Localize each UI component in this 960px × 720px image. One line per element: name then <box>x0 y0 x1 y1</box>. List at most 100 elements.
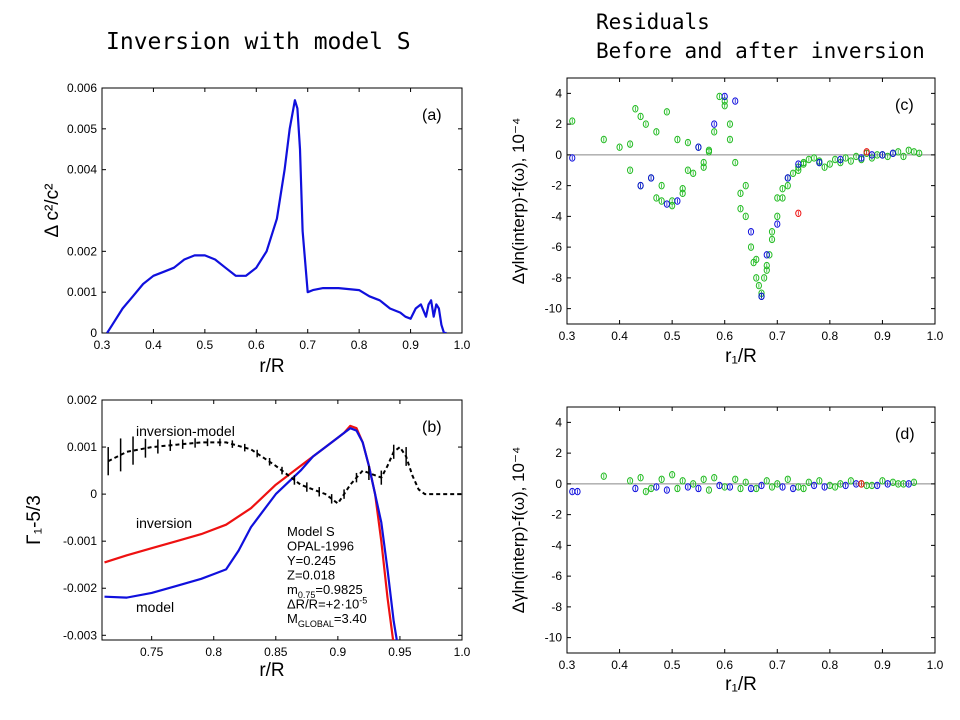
data-point <box>705 148 713 156</box>
y-tick-label: -0.002 <box>63 581 97 595</box>
y-tick-label: -0.001 <box>63 534 97 548</box>
y-tick-label: -6 <box>551 569 562 583</box>
x-tick-label: 0.6 <box>716 329 733 343</box>
data-point <box>795 160 802 168</box>
x-tick-label: 0.3 <box>559 329 576 343</box>
data-point <box>690 169 697 178</box>
x-tick-label: 0.7 <box>299 338 316 352</box>
data-point <box>784 181 791 190</box>
annotation-inversion: inversion <box>136 515 192 531</box>
data-point <box>858 480 865 488</box>
data-point <box>732 97 739 105</box>
y-tick-label: 0.006 <box>67 81 97 95</box>
data-point <box>832 483 839 491</box>
y-tick-label: -0.003 <box>63 628 97 642</box>
x-tick-label: 0.4 <box>611 329 628 343</box>
data-point <box>711 128 718 136</box>
data-point <box>642 120 649 128</box>
data-point <box>690 480 697 488</box>
data-point <box>747 228 755 236</box>
annotation-param: m0.75=0.9825 <box>287 582 363 600</box>
data-point <box>737 189 744 198</box>
data-point <box>763 477 770 485</box>
data-point <box>810 154 818 162</box>
chart-panel-a: 0.3 0.4 0.5 0.6 0.7 0.8 0.9 1.0 0 0.001 0.002 0.004… <box>42 81 471 377</box>
data-point <box>695 484 702 493</box>
data-point <box>810 481 818 490</box>
y-tick-label: -6 <box>551 240 562 254</box>
data-point <box>569 154 576 162</box>
x-tick-label: 1.0 <box>927 329 944 343</box>
data-point <box>758 292 765 301</box>
y-tick-label: 4 <box>555 86 562 100</box>
data-point <box>900 152 907 161</box>
data-point <box>905 146 912 154</box>
data-point <box>674 197 681 205</box>
x-tick-label: 0.3 <box>94 338 111 352</box>
data-point <box>632 105 639 113</box>
data-point <box>779 483 786 491</box>
y-tick-label: -10 <box>545 302 563 316</box>
data-point <box>674 135 681 144</box>
y-tick-label: -2 <box>551 179 562 193</box>
x-tick-label: 0.8 <box>205 645 222 659</box>
x-axis-label: r₁/R <box>725 674 757 695</box>
y-tick-label: 2 <box>555 446 562 460</box>
y-tick-label: 0.005 <box>67 122 97 136</box>
data-point <box>663 486 670 494</box>
data-point <box>826 160 833 168</box>
data-point <box>889 149 897 158</box>
x-tick-label: 0.8 <box>351 338 368 352</box>
data-point <box>784 475 791 483</box>
y-tick-label: 4 <box>555 415 562 429</box>
data-point <box>637 181 644 190</box>
data-point <box>716 481 723 490</box>
annotation-inversion-model: inversion-model <box>136 423 235 439</box>
data-point <box>905 480 912 488</box>
x-tick-label: 0.9 <box>874 658 891 672</box>
x-tick-label: 0.5 <box>664 658 681 672</box>
data-point <box>789 169 797 178</box>
y-tick-label: -4 <box>551 209 562 223</box>
y-tick-label: -8 <box>551 600 562 614</box>
y-tick-label: 0 <box>555 148 562 162</box>
data-point <box>774 480 781 488</box>
data-point <box>679 477 686 485</box>
data-point <box>821 483 828 491</box>
data-point <box>747 484 755 493</box>
data-point <box>742 212 749 221</box>
annotation-model: model <box>136 599 174 615</box>
data-point <box>758 481 765 490</box>
data-point <box>642 487 649 496</box>
panel-label: (d) <box>895 426 915 443</box>
data-point <box>663 108 670 116</box>
data-point <box>600 472 607 480</box>
data-point <box>747 243 755 251</box>
annotation-param: Model S <box>287 524 335 539</box>
y-axis-label: Δγln(interp)-f(ω), 10⁻⁴ <box>509 118 528 285</box>
data-point <box>768 483 776 491</box>
y-tick-label: 0 <box>90 326 97 340</box>
y-tick-label: 0.002 <box>67 244 97 258</box>
data-point <box>837 155 844 164</box>
annotation-param: OPAL-1996 <box>287 539 354 554</box>
x-tick-label: 0.7 <box>769 329 786 343</box>
data-point <box>653 128 660 136</box>
data-point <box>658 181 665 190</box>
data-point <box>737 204 744 213</box>
data-point <box>884 480 891 488</box>
data-point <box>800 484 807 493</box>
data-point <box>569 117 576 125</box>
x-tick-label: 0.5 <box>197 338 214 352</box>
data-point <box>616 143 623 151</box>
data-point <box>721 92 728 101</box>
panel-label: (c) <box>895 97 914 114</box>
data-point <box>779 185 786 193</box>
x-tick-label: 0.6 <box>716 658 733 672</box>
data-point <box>755 281 762 290</box>
data-point <box>632 484 639 493</box>
data-point <box>663 200 670 208</box>
x-tick-label: 0.3 <box>559 658 576 672</box>
annotation-param: Y=0.245 <box>287 553 336 568</box>
